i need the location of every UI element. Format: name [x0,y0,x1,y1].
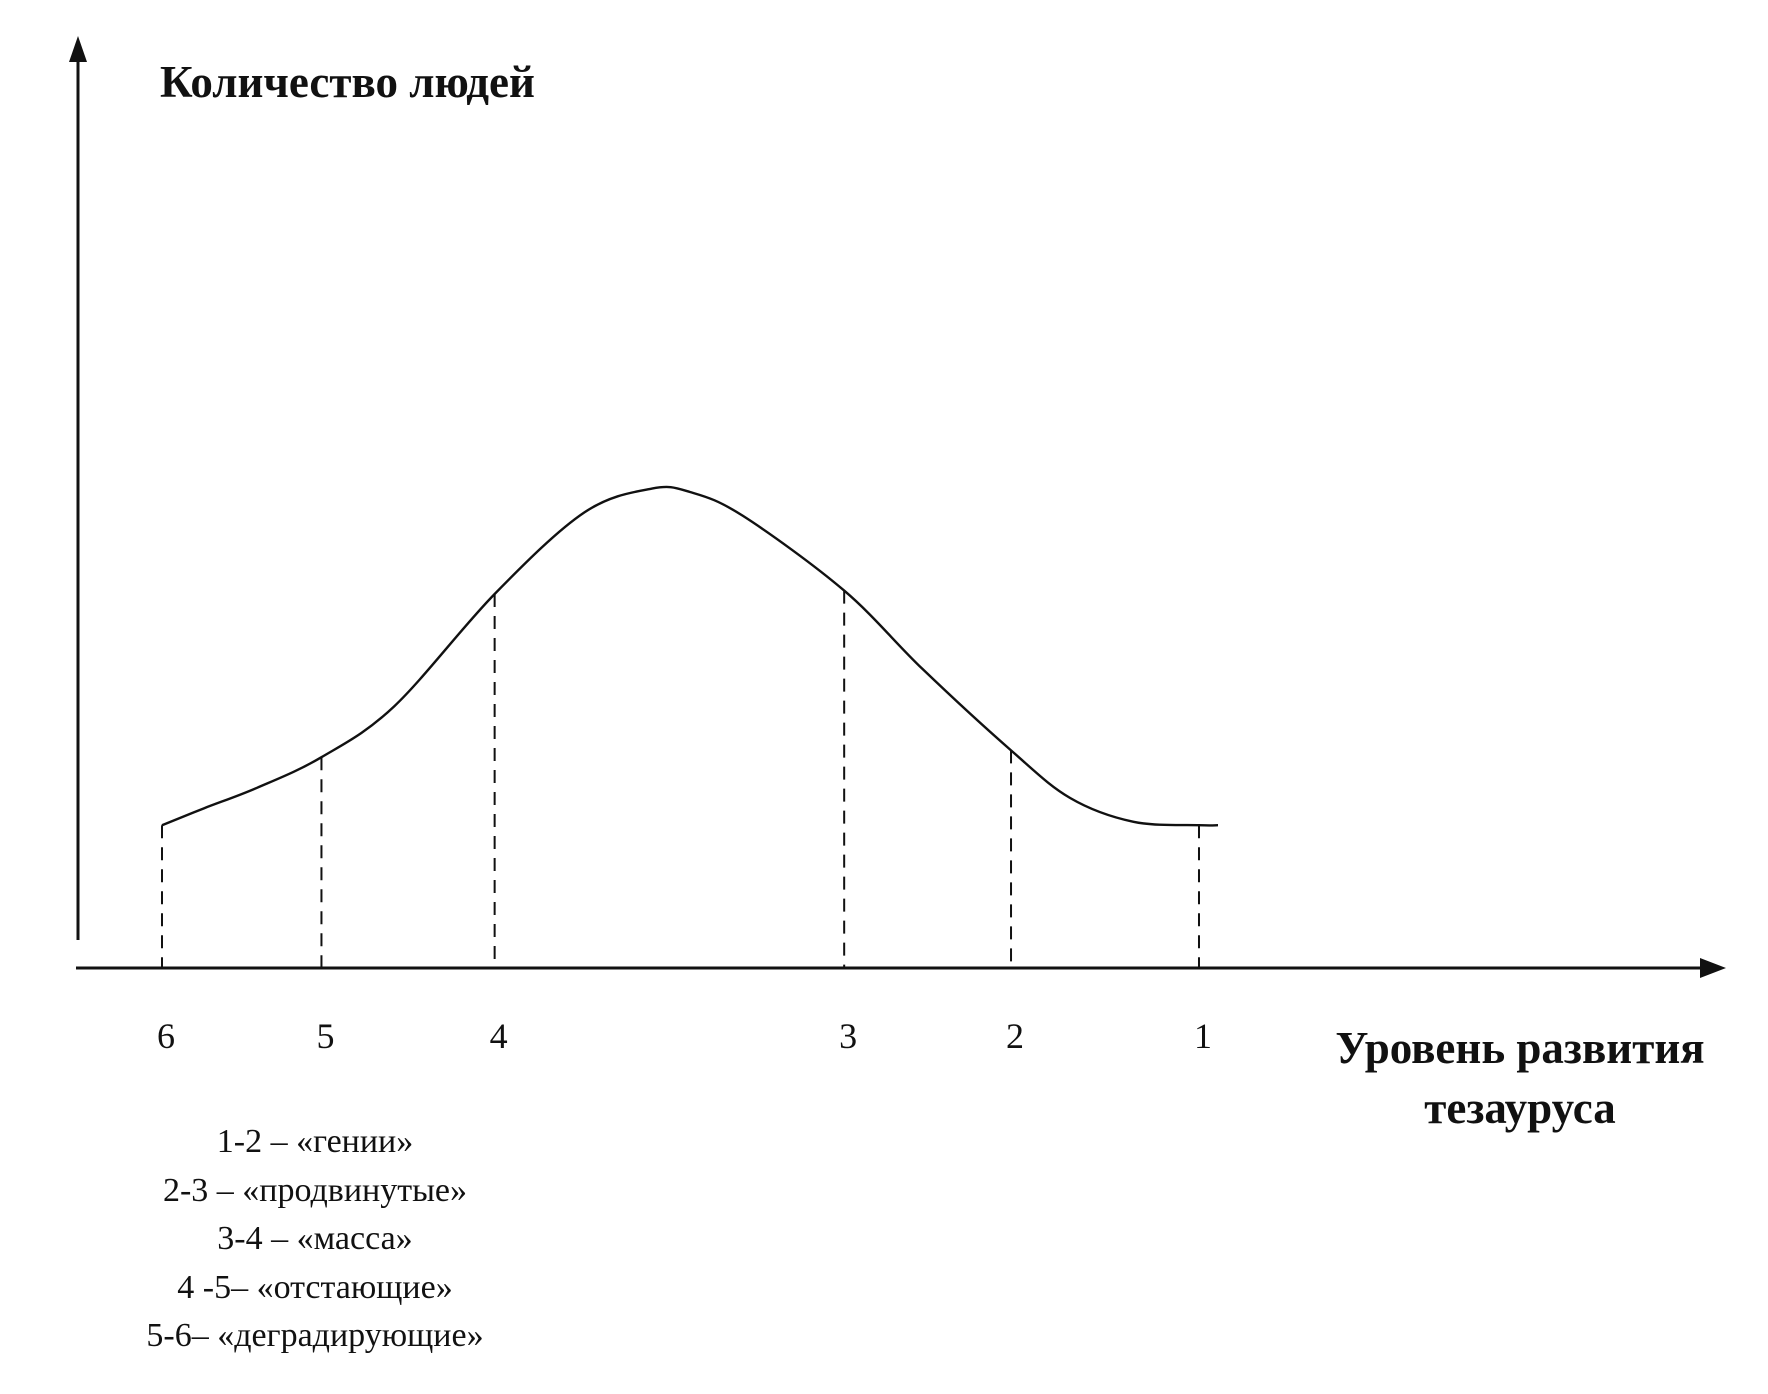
y-axis-arrow [69,36,87,62]
legend: 1-2 – «гении» 2-3 – «продвинутые» 3-4 – … [80,1118,550,1361]
legend-item: 5-6– «деградирующие» [146,1317,484,1354]
tick-label-4: 4 [490,1016,508,1056]
legend-item: 2-3 – «продвинутые» [162,1171,468,1209]
tick-label-2: 2 [1006,1016,1024,1056]
distribution-curve [161,485,1219,827]
tick-label-3: 3 [839,1016,857,1056]
tick-labels: 6 5 4 3 2 1 [157,1016,1212,1056]
legend-item: 1-2 – «гении» [216,1123,414,1160]
x-axis-label-line-1: Уровень развития [1335,1023,1705,1073]
x-axis-label-line-2: тезауруса [1424,1083,1616,1133]
legend-item: 4 -5– «отстающие» [177,1268,453,1306]
y-axis-label: Количество людей [160,57,535,107]
tick-label-5: 5 [316,1016,334,1056]
tick-label-1: 1 [1194,1016,1212,1056]
boundary-lines [161,590,1200,968]
x-axis-label: Уровень развития тезауруса [1300,1018,1740,1138]
tick-label-6: 6 [157,1016,175,1056]
legend-item: 3-4 – «масса» [217,1220,413,1257]
x-axis-arrow [1700,958,1726,978]
